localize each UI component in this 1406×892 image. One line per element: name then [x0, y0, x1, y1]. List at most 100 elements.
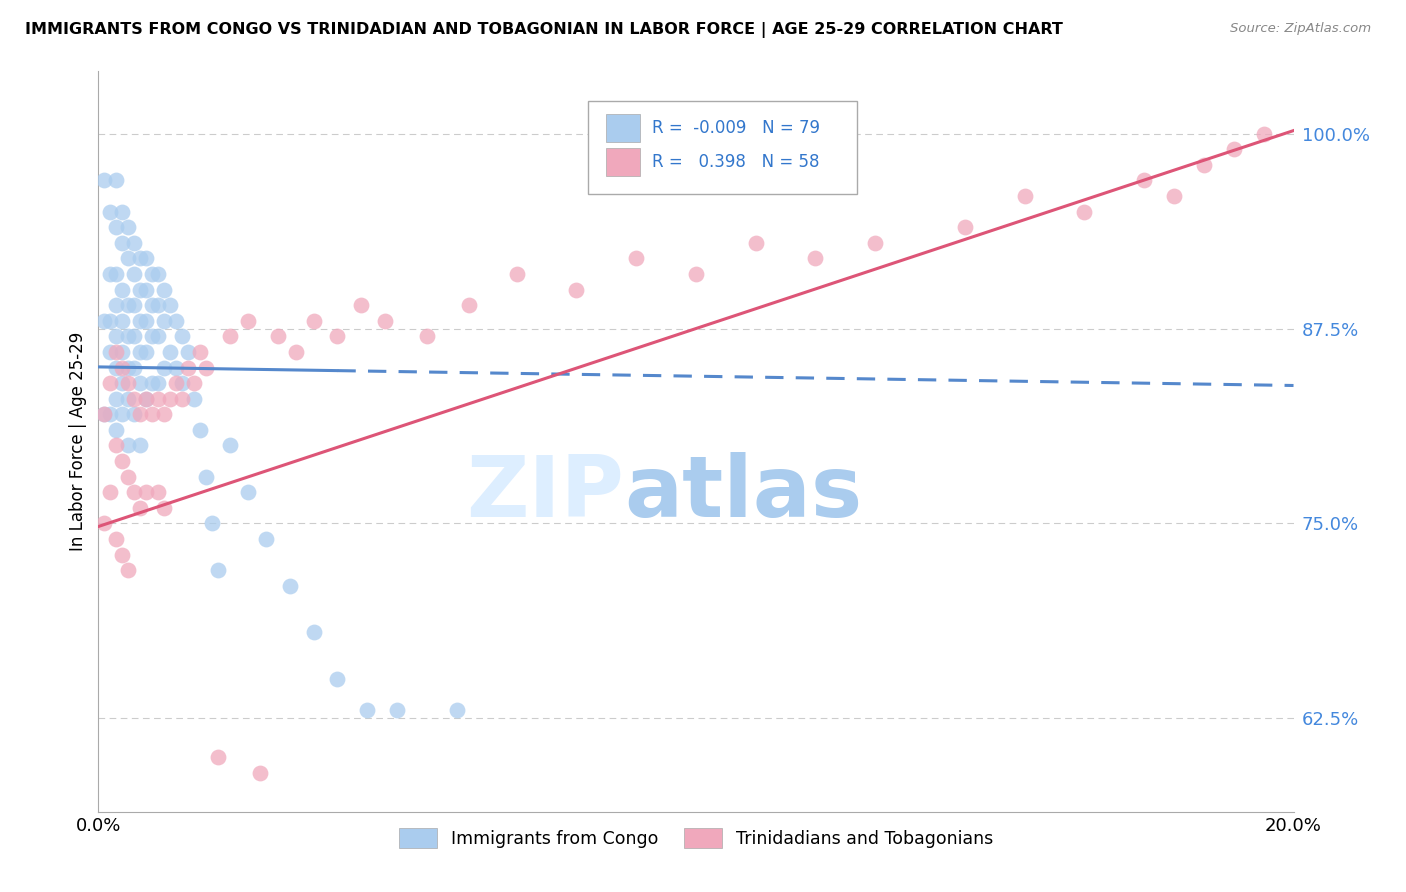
Point — [416, 329, 439, 343]
Point — [129, 283, 152, 297]
Point — [105, 532, 128, 546]
Point — [141, 298, 163, 312]
FancyBboxPatch shape — [606, 114, 640, 143]
Point — [148, 267, 170, 281]
Point — [195, 469, 218, 483]
Point — [148, 298, 170, 312]
Point — [98, 376, 122, 390]
Point — [254, 532, 277, 546]
Point — [111, 407, 134, 421]
Point — [219, 329, 242, 343]
Point — [207, 563, 229, 577]
Point — [105, 423, 128, 437]
Point — [267, 329, 290, 343]
Point — [105, 438, 128, 452]
Point — [117, 329, 139, 343]
Point — [865, 235, 887, 250]
Point — [626, 252, 648, 266]
Point — [188, 423, 211, 437]
Point — [953, 220, 976, 235]
Point — [111, 204, 134, 219]
Point — [458, 298, 481, 312]
Point — [111, 376, 134, 390]
Point — [1163, 189, 1185, 203]
Point — [148, 485, 170, 500]
Point — [201, 516, 224, 531]
Point — [183, 376, 205, 390]
Point — [172, 329, 194, 343]
Point — [177, 345, 200, 359]
Point — [148, 392, 170, 406]
Point — [236, 314, 259, 328]
Point — [565, 283, 588, 297]
FancyBboxPatch shape — [589, 101, 858, 194]
Point — [326, 672, 349, 686]
Point — [129, 314, 152, 328]
Point — [124, 485, 146, 500]
Point — [124, 407, 146, 421]
Point — [141, 267, 163, 281]
Point — [93, 407, 115, 421]
Point — [105, 298, 128, 312]
Point — [135, 252, 157, 266]
Point — [117, 392, 139, 406]
Point — [1014, 189, 1036, 203]
Point — [98, 267, 122, 281]
Point — [446, 703, 468, 717]
Point — [172, 392, 194, 406]
Point — [117, 438, 139, 452]
Point — [93, 314, 115, 328]
Point — [124, 267, 146, 281]
Point — [98, 314, 122, 328]
Point — [117, 298, 139, 312]
Point — [129, 500, 152, 515]
Point — [1073, 204, 1095, 219]
Point — [98, 345, 122, 359]
Point — [685, 267, 707, 281]
Point — [93, 516, 115, 531]
Point — [278, 579, 301, 593]
Point — [117, 252, 139, 266]
Point — [141, 407, 163, 421]
Point — [124, 298, 146, 312]
Point — [326, 329, 349, 343]
Point — [105, 173, 128, 187]
Point — [129, 252, 152, 266]
Text: Source: ZipAtlas.com: Source: ZipAtlas.com — [1230, 22, 1371, 36]
Point — [124, 235, 146, 250]
Point — [135, 392, 157, 406]
Point — [135, 392, 157, 406]
Point — [135, 485, 157, 500]
Point — [135, 314, 157, 328]
Point — [219, 438, 242, 452]
Point — [249, 765, 271, 780]
Point — [1253, 127, 1275, 141]
Y-axis label: In Labor Force | Age 25-29: In Labor Force | Age 25-29 — [69, 332, 87, 551]
Point — [105, 267, 128, 281]
Point — [117, 469, 139, 483]
Text: IMMIGRANTS FROM CONGO VS TRINIDADIAN AND TOBAGONIAN IN LABOR FORCE | AGE 25-29 C: IMMIGRANTS FROM CONGO VS TRINIDADIAN AND… — [25, 22, 1063, 38]
Point — [183, 392, 205, 406]
Point — [111, 314, 134, 328]
Point — [105, 329, 128, 343]
Point — [148, 376, 170, 390]
Point — [117, 563, 139, 577]
Point — [141, 376, 163, 390]
Point — [188, 345, 211, 359]
Point — [350, 298, 373, 312]
Point — [177, 360, 200, 375]
Point — [153, 407, 176, 421]
Point — [141, 329, 163, 343]
Point — [111, 360, 134, 375]
Point — [105, 345, 128, 359]
Point — [135, 283, 157, 297]
Point — [105, 392, 128, 406]
Point — [111, 283, 134, 297]
Point — [129, 345, 152, 359]
Point — [129, 376, 152, 390]
Point — [506, 267, 529, 281]
Point — [745, 235, 768, 250]
Point — [117, 360, 139, 375]
Point — [165, 376, 187, 390]
Point — [374, 314, 396, 328]
